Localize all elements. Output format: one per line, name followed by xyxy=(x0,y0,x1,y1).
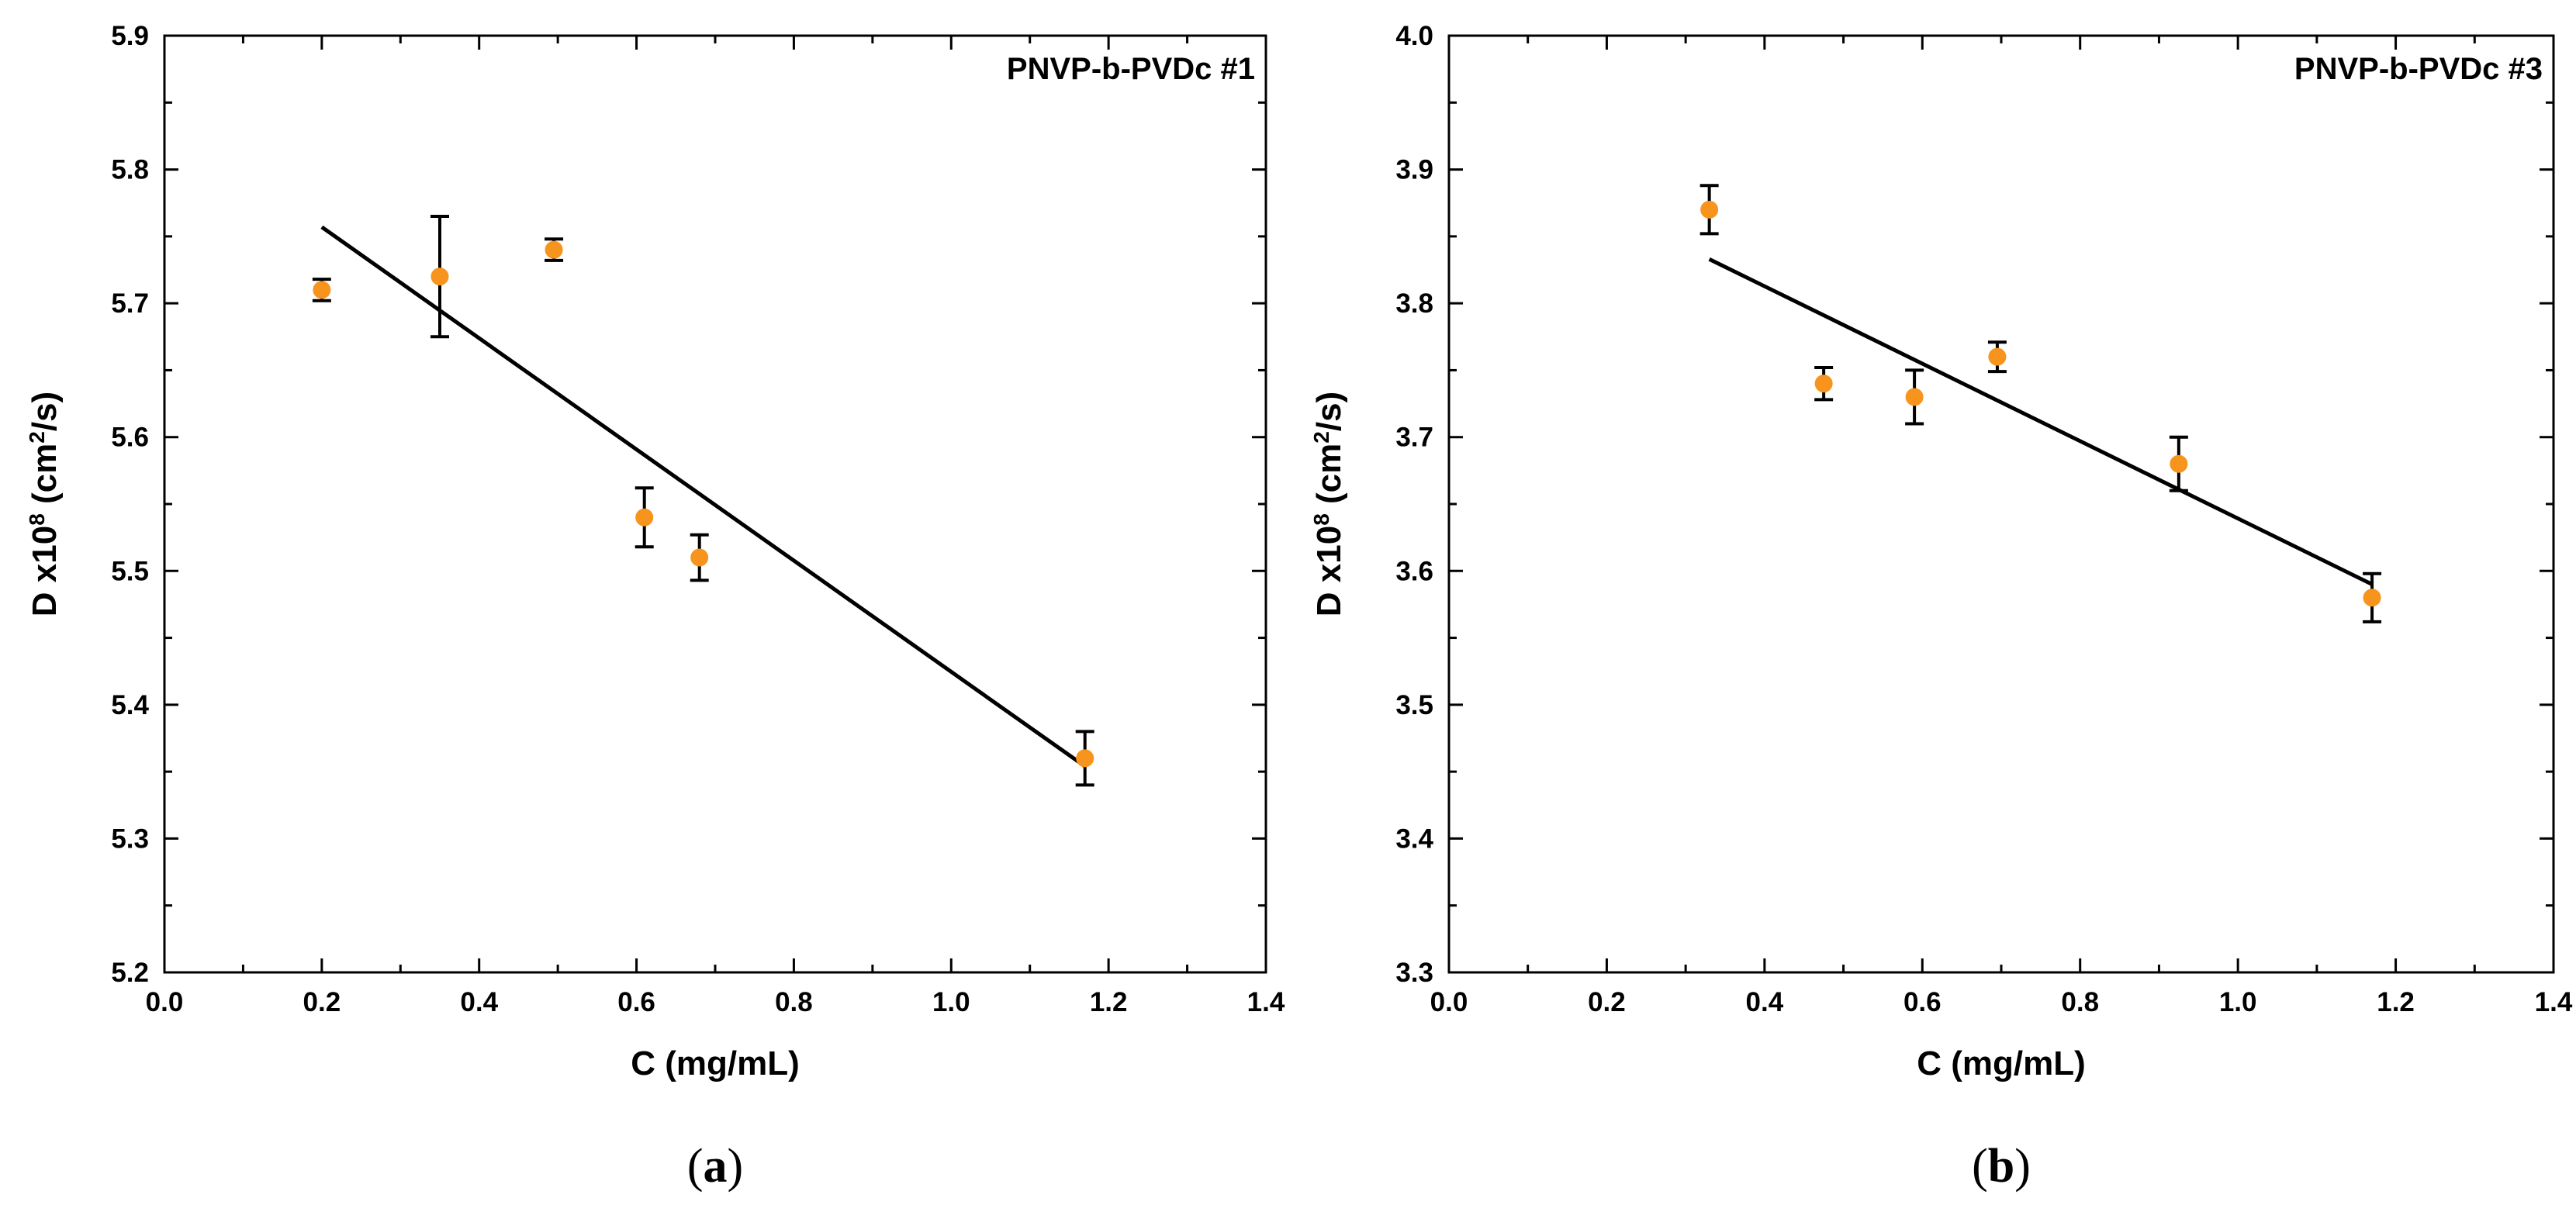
y-tick-label: 5.7 xyxy=(111,288,149,319)
x-tick-label: 0.0 xyxy=(1430,987,1468,1017)
x-tick-label: 0.6 xyxy=(1903,987,1942,1017)
y-tick-label: 3.5 xyxy=(1395,690,1433,720)
chart-panel-a: 0.0 0.2 0.4 0.6 0.8 1.0 1.2 1.4 5.2 5.3 5.4 5.5 5.6 5… xyxy=(25,21,1285,1193)
y-tick-label: 3.7 xyxy=(1395,423,1433,453)
y-tick-label: 5.3 xyxy=(111,823,149,854)
y-axis-title-part: (cm xyxy=(26,444,64,513)
x-tick-label: 1.4 xyxy=(1247,987,1285,1017)
y-axis-title-superscript: 2 xyxy=(25,431,49,444)
y-axis-title: D x108 (cm2/s) xyxy=(1309,392,1349,616)
y-axis-title-superscript: 8 xyxy=(1309,513,1333,526)
y-tick-label: 3.8 xyxy=(1395,288,1433,319)
x-tick-label: 0.2 xyxy=(303,987,341,1017)
y-axis-title-part: D x10 xyxy=(26,526,64,616)
data-point xyxy=(430,268,449,286)
data-point xyxy=(545,240,563,259)
y-tick-label: 3.3 xyxy=(1395,958,1433,988)
y-axis-title-part: /s) xyxy=(26,392,64,431)
x-tick-label: 0.8 xyxy=(2061,987,2099,1017)
x-tick-label: 1.4 xyxy=(2535,987,2573,1017)
y-axis-title-part: (cm xyxy=(1310,444,1348,513)
y-axis-title: D x108 (cm2/s) xyxy=(25,392,64,616)
x-tick-label: 0.4 xyxy=(1746,987,1784,1017)
x-tick-label: 1.2 xyxy=(2377,987,2415,1017)
caption-letter: b xyxy=(1988,1140,2014,1193)
y-tick-label: 3.9 xyxy=(1395,155,1433,185)
caption-paren: ( xyxy=(687,1140,704,1193)
x-tick-label: 1.0 xyxy=(932,987,970,1017)
data-point xyxy=(1814,375,1833,393)
data-point xyxy=(1700,200,1719,219)
x-tick-label: 0.2 xyxy=(1588,987,1626,1017)
y-tick-label: 5.8 xyxy=(111,155,149,185)
data-point xyxy=(2363,589,2381,607)
fit-line xyxy=(1708,257,2374,586)
data-point xyxy=(2170,454,2188,473)
data-point xyxy=(1076,749,1094,768)
plot-title: PNVP-b-PVDc #1 xyxy=(1007,52,1255,86)
y-tick-label: 5.2 xyxy=(111,958,149,988)
panel-caption: (a) xyxy=(687,1140,743,1193)
x-tick-label: 0.8 xyxy=(775,987,813,1017)
y-axis-title-superscript: 8 xyxy=(25,513,49,526)
caption-paren: ) xyxy=(728,1140,744,1193)
x-tick-label: 0.4 xyxy=(460,987,498,1017)
y-tick-label: 3.6 xyxy=(1395,556,1433,586)
caption-paren: ( xyxy=(1972,1140,1988,1193)
y-axis-title-superscript: 2 xyxy=(1309,431,1333,444)
y-tick-label: 4.0 xyxy=(1395,21,1433,51)
data-point xyxy=(635,508,654,527)
y-tick-label: 5.5 xyxy=(111,556,149,586)
fit-line xyxy=(320,225,1087,768)
caption-paren: ) xyxy=(2014,1140,2031,1193)
y-tick-label: 5.6 xyxy=(111,423,149,453)
x-tick-label: 0.0 xyxy=(146,987,184,1017)
y-tick-label: 3.4 xyxy=(1395,823,1433,854)
y-axis-title-part: /s) xyxy=(1310,392,1348,431)
y-tick-label: 5.4 xyxy=(111,690,149,720)
x-axis-title: C (mg/mL) xyxy=(631,1044,800,1082)
plot-title: PNVP-b-PVDc #3 xyxy=(2294,52,2543,86)
x-tick-label: 1.2 xyxy=(1090,987,1128,1017)
x-axis-title: C (mg/mL) xyxy=(1917,1044,2086,1082)
x-tick-label: 0.6 xyxy=(617,987,655,1017)
data-point xyxy=(313,281,331,299)
panel-caption: (b) xyxy=(1972,1140,2031,1193)
data-point xyxy=(1905,388,1924,406)
y-tick-label: 5.9 xyxy=(111,21,149,51)
caption-letter: a xyxy=(704,1140,728,1193)
plot-frame xyxy=(1447,34,2555,974)
chart-panel-b: 0.0 0.2 0.4 0.6 0.8 1.0 1.2 1.4 3.3 3.4 3.5 3.6 3.7 3… xyxy=(1309,21,2573,1193)
y-axis-title-part: D x10 xyxy=(1310,526,1348,616)
x-tick-label: 1.0 xyxy=(2219,987,2257,1017)
data-point xyxy=(690,548,709,567)
data-point xyxy=(1988,347,2007,366)
